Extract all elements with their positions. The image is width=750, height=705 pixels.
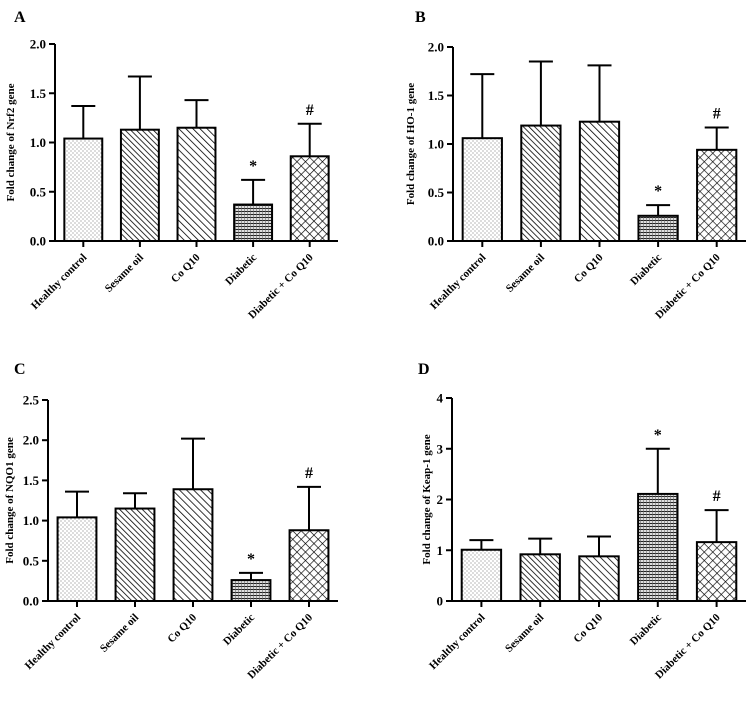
bar-c-1	[56, 516, 98, 602]
y-tick-label: 1.0	[428, 137, 444, 152]
category-label: Sesame oil	[503, 612, 546, 655]
bar-c-4	[230, 579, 272, 603]
y-tick-label: 4	[437, 391, 444, 406]
y-tick-label: 1.5	[428, 88, 445, 103]
y-tick-label: 0.0	[428, 234, 444, 249]
bar-c-5	[288, 529, 330, 602]
bar-b-5	[696, 148, 738, 243]
category-label: Diabetic + Co Q10	[653, 251, 723, 321]
panel-letter-c: C	[14, 361, 26, 378]
category-label: Co Q10	[165, 611, 199, 645]
panel-letter-d: D	[418, 361, 430, 378]
category-label: Healthy control	[23, 612, 83, 672]
bar-a-3	[176, 126, 217, 242]
y-tick-label: 0.5	[30, 184, 47, 199]
category-label: Diabetic + Co Q10	[245, 611, 315, 681]
bar-b-1	[461, 137, 503, 242]
y-tick-label: 0	[437, 594, 444, 609]
category-label: Co Q10	[572, 251, 606, 285]
significance-marker: #	[305, 465, 313, 482]
y-tick-label: 0.0	[30, 234, 46, 249]
y-tick-label: 0.5	[428, 185, 445, 200]
category-label: Diabetic	[628, 252, 664, 288]
category-label: Diabetic	[628, 612, 664, 648]
significance-marker: *	[654, 427, 662, 444]
bar-a-1	[63, 137, 104, 242]
significance-marker: #	[713, 106, 721, 123]
category-label: Diabetic	[223, 252, 259, 288]
panel-a: A Fold change of Nrf2 gene 0.0 0.5 1.0 1.5 2.0…	[5, 9, 338, 321]
y-tick-label: 1.0	[30, 135, 46, 150]
bar-d-5	[695, 541, 738, 603]
y-tick-label: 2.5	[23, 393, 40, 408]
bar-b-3	[578, 120, 621, 242]
bar-b-4	[637, 214, 679, 242]
y-tick-label: 2	[437, 492, 444, 507]
y-tick-label: 2.0	[428, 40, 444, 55]
bar-a-4	[233, 203, 274, 242]
significance-marker: *	[247, 551, 255, 568]
category-label: Sesame oil	[103, 252, 146, 295]
category-label: Healthy control	[428, 252, 488, 312]
y-tick-label: 0.0	[23, 594, 39, 609]
category-label: Healthy control	[427, 612, 487, 672]
y-tick-label: 1.5	[30, 86, 47, 101]
y-tick-label: 3	[437, 441, 444, 456]
category-label: Sesame oil	[98, 612, 141, 655]
y-axis-label: Fold change of Nrf2 gene	[5, 83, 17, 201]
category-label: Co Q10	[571, 611, 605, 645]
category-label: Healthy control	[29, 252, 89, 312]
panel-d: D Fold change of Keap-1 gene 0 1 2 3 4 Healthy …	[418, 361, 746, 681]
y-tick-label: 2.0	[23, 433, 39, 448]
panel-letter-b: B	[415, 9, 426, 26]
significance-marker: *	[654, 183, 662, 200]
category-label: Diabetic	[221, 612, 257, 648]
y-tick-label: 1.0	[23, 513, 39, 528]
y-tick-label: 1.5	[23, 473, 40, 488]
category-label: Co Q10	[169, 251, 203, 285]
bar-d-2	[519, 553, 561, 602]
y-axis-label: Fold change of NQO1 gene	[4, 437, 16, 564]
panel-b: B Fold change of HO-1 gene 0.0 0.5 1.0 1.5 2.0…	[405, 9, 746, 321]
bar-a-5	[289, 155, 330, 242]
bar-d-4	[637, 492, 679, 603]
bar-d-3	[578, 555, 620, 603]
y-axis-label: Fold change of HO-1 gene	[405, 83, 417, 205]
bar-c-3	[172, 488, 214, 602]
y-axis-label: Fold change of Keap-1 gene	[421, 434, 433, 564]
bar-b-2	[520, 124, 562, 242]
y-tick-label: 2.0	[30, 37, 46, 52]
panel-letter-a: A	[14, 9, 26, 26]
y-tick-label: 0.5	[23, 553, 40, 568]
bar-a-2	[119, 128, 160, 243]
significance-marker: #	[306, 102, 314, 119]
y-tick-label: 1	[437, 543, 444, 558]
significance-marker: #	[713, 488, 721, 505]
bar-d-1	[460, 548, 503, 602]
significance-marker: *	[249, 158, 257, 175]
category-label: Diabetic + Co Q10	[653, 611, 723, 681]
bar-c-2	[114, 507, 156, 603]
category-label: Sesame oil	[504, 252, 547, 295]
panel-c: C Fold change of NQO1 gene 0.0 0.5 1.0 1.5 2.0…	[4, 361, 338, 681]
